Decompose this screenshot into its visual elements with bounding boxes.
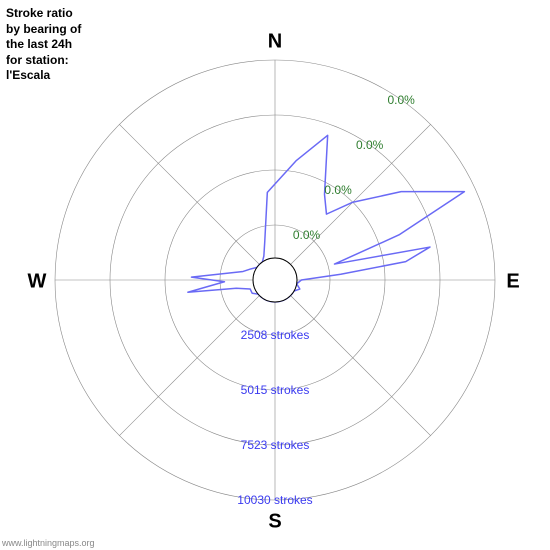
- compass-n: N: [268, 30, 282, 52]
- rose-polygon: [188, 135, 465, 302]
- ring-lower-label: 2508 strokes: [241, 328, 310, 342]
- hub-circle: [253, 258, 297, 302]
- grid-spoke: [275, 280, 431, 436]
- polar-chart: N E S W 0.0% 2508 strokes 0.0% 5015 strokes 0.0%…: [0, 0, 550, 550]
- ring-upper-label: 0.0%: [388, 93, 416, 107]
- chart-title: Stroke ratio by bearing of the last 24h …: [6, 6, 81, 84]
- grid-spoke: [119, 280, 275, 436]
- ring-upper-label: 0.0%: [293, 228, 321, 242]
- compass-s: S: [268, 510, 281, 532]
- attribution-text: www.lightningmaps.org: [2, 538, 95, 548]
- ring-lower-label: 7523 strokes: [241, 438, 310, 452]
- compass-e: E: [506, 270, 519, 292]
- ring-upper-label: 0.0%: [356, 138, 384, 152]
- compass-w: W: [28, 270, 47, 292]
- ring-upper-label: 0.0%: [324, 183, 352, 197]
- grid-spoke: [119, 124, 275, 280]
- ring-lower-label: 5015 strokes: [241, 383, 310, 397]
- ring-lower-label: 10030 strokes: [237, 493, 312, 507]
